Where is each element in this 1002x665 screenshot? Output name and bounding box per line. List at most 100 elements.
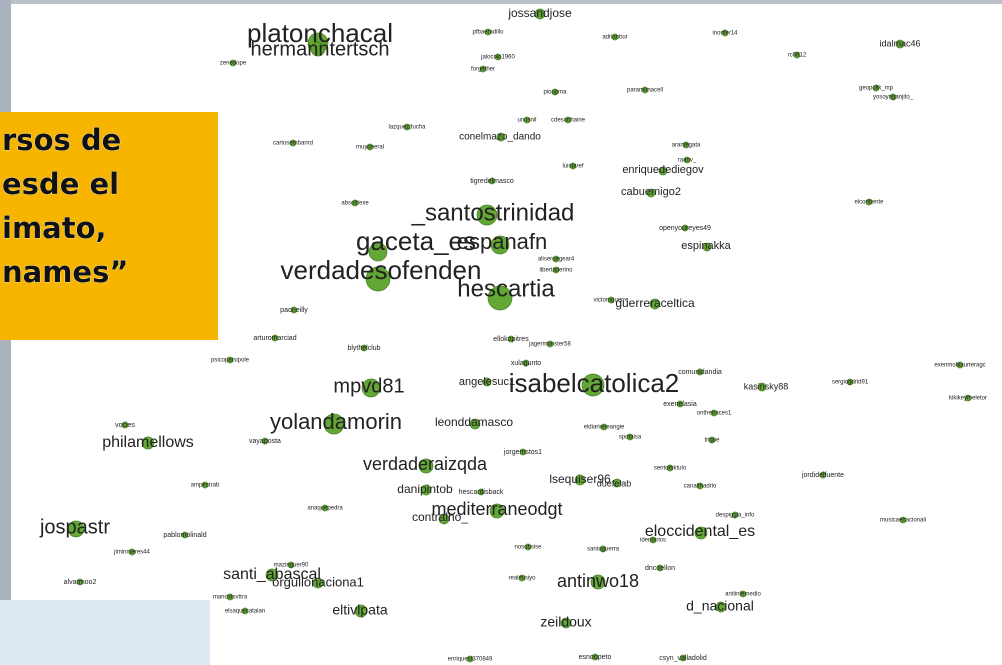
node: [731, 511, 739, 519]
node-label: cdesonhaine: [551, 118, 586, 124]
node: [899, 516, 907, 524]
node-label: antinwo18: [557, 571, 639, 591]
node: [599, 545, 607, 553]
node: [607, 296, 615, 304]
node: [290, 306, 298, 314]
node-label: angelesuc1: [459, 376, 515, 388]
node: [708, 436, 716, 444]
node: [721, 29, 729, 37]
node: [524, 543, 532, 551]
node-label: paramonacell: [627, 88, 663, 94]
node-label: hescartia: [457, 275, 555, 302]
node-label: idalmac46: [879, 38, 920, 48]
node: [546, 340, 554, 348]
node-label: danipintob: [397, 482, 453, 496]
node-label: blythelclub: [347, 345, 380, 352]
node: [67, 520, 85, 538]
node: [261, 437, 269, 445]
node: [696, 368, 704, 376]
node: [710, 409, 718, 417]
node-label: duefelab: [597, 478, 632, 488]
node: [420, 484, 432, 496]
node: [649, 298, 661, 310]
node: [612, 478, 622, 488]
node-label: jorgemstos1: [503, 449, 542, 456]
node: [656, 564, 664, 572]
node-label: santoguerra: [587, 547, 620, 553]
node-label: espanafn: [457, 229, 548, 254]
top-edge: [0, 0, 1002, 4]
node: [560, 617, 572, 629]
node: [819, 471, 827, 479]
node-label: geopolik_mp: [859, 86, 894, 92]
node: [265, 568, 279, 582]
node: [484, 28, 492, 36]
node: [679, 654, 687, 662]
node: [201, 481, 209, 489]
node-label: comunidandia: [678, 369, 722, 376]
node-label: csyn_valladolid: [659, 655, 707, 662]
node-label: verdaderaizqda: [363, 454, 488, 474]
corner-panel: [0, 600, 210, 665]
node: [482, 377, 492, 387]
node-label: kasinsky88: [744, 381, 789, 391]
node: [564, 116, 572, 124]
node: [490, 235, 510, 255]
node: [518, 574, 526, 582]
node-label: sergiogdrid91: [832, 380, 869, 386]
node: [141, 436, 155, 450]
node-label: eldiarioneangie: [584, 425, 625, 431]
node: [757, 382, 767, 392]
node-label: vayaposta: [249, 438, 281, 445]
node-label: zeildoux: [540, 614, 591, 630]
node: [964, 394, 972, 402]
node-label: kikikeymeletor: [949, 396, 987, 402]
node-label: realmisiyo: [508, 576, 536, 582]
node-label: victoruguerre: [593, 298, 629, 304]
node: [368, 242, 388, 262]
node: [569, 162, 577, 170]
node-label: psicopatsipole: [211, 358, 250, 364]
node-label: guerreraceltica: [615, 296, 695, 310]
node: [696, 482, 704, 490]
node: [287, 561, 295, 569]
node-label: eltivlpata: [332, 602, 387, 618]
node-label: nosobsise: [514, 545, 542, 551]
node-label: sentomktulo: [654, 466, 687, 472]
node-label: jiminmeres44: [113, 550, 150, 556]
node: [226, 593, 234, 601]
node-label: esnoopeto: [579, 654, 612, 661]
node-label: yolandamorin: [270, 409, 402, 434]
node: [403, 123, 411, 131]
node: [128, 548, 136, 556]
node: [226, 356, 234, 364]
node: [523, 116, 531, 124]
node-label: pioupma: [543, 90, 567, 96]
node: [591, 653, 599, 661]
node-label: cabuemigo2: [621, 186, 681, 198]
node: [872, 84, 880, 92]
node-label: isabelcatolica2: [509, 368, 680, 398]
node-label: dncoellon: [645, 565, 675, 572]
node: [681, 224, 689, 232]
nodes: [67, 8, 972, 663]
node: [552, 255, 560, 263]
node: [494, 53, 502, 61]
node-label: exenelasia: [663, 401, 697, 408]
node-label: pablomolinald: [163, 532, 206, 539]
node: [361, 378, 381, 398]
node-label: eloccidental_es: [645, 523, 755, 540]
node-label: rc0812: [788, 53, 807, 59]
node: [241, 607, 249, 615]
node-label: jalocolo1960: [480, 55, 515, 61]
callout-box: [0, 112, 218, 340]
node: [489, 503, 505, 519]
node: [581, 373, 605, 397]
node-label: openyoureyes49: [659, 225, 711, 232]
node-label: ampeatrab: [191, 483, 220, 489]
node: [649, 536, 657, 544]
node-label: unosnil: [517, 118, 536, 124]
node-label: elsaquecatalan: [225, 609, 265, 615]
